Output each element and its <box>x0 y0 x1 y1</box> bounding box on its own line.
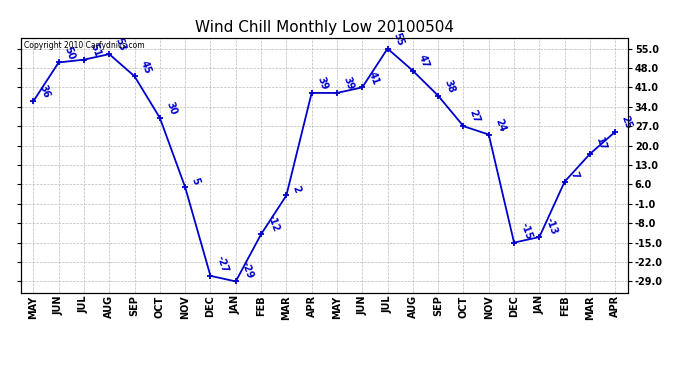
Title: Wind Chill Monthly Low 20100504: Wind Chill Monthly Low 20100504 <box>195 20 454 35</box>
Text: 24: 24 <box>493 117 507 133</box>
Text: 38: 38 <box>442 78 456 94</box>
Text: -27: -27 <box>215 255 230 274</box>
Text: 55: 55 <box>392 31 406 47</box>
Text: -15: -15 <box>518 221 533 241</box>
Text: 47: 47 <box>417 53 431 69</box>
Text: 5: 5 <box>189 176 201 186</box>
Text: 36: 36 <box>37 84 52 100</box>
Text: 41: 41 <box>366 70 380 86</box>
Text: 7: 7 <box>569 171 580 180</box>
Text: 30: 30 <box>164 100 178 117</box>
Text: 51: 51 <box>88 42 102 58</box>
Text: -13: -13 <box>544 216 559 236</box>
Text: 17: 17 <box>594 136 608 153</box>
Text: 27: 27 <box>468 109 482 125</box>
Text: 45: 45 <box>139 59 152 75</box>
Text: 50: 50 <box>63 45 77 61</box>
Text: 53: 53 <box>113 37 128 53</box>
Text: 25: 25 <box>620 114 633 130</box>
Text: 39: 39 <box>316 75 330 92</box>
Text: -12: -12 <box>265 213 281 233</box>
Text: 2: 2 <box>290 184 302 194</box>
Text: Copyright 2010 Carfydnics.com: Copyright 2010 Carfydnics.com <box>23 41 144 50</box>
Text: -29: -29 <box>240 260 255 280</box>
Text: 39: 39 <box>341 75 355 92</box>
